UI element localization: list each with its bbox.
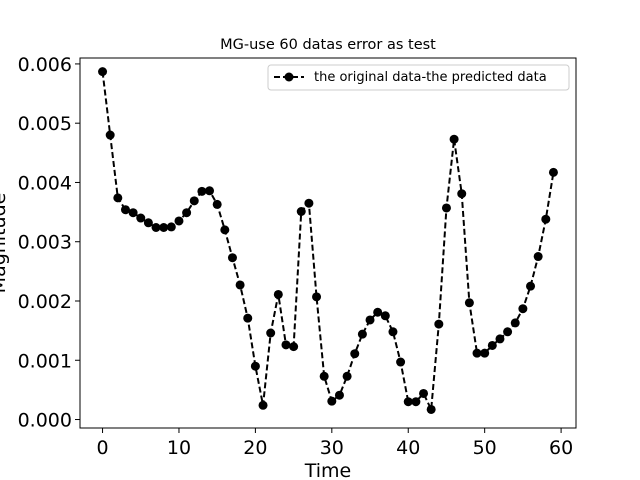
data-point: [327, 396, 337, 406]
data-point: [388, 327, 398, 337]
data-point: [548, 167, 558, 177]
y-tick-label: 0.000: [18, 410, 72, 432]
data-point: [419, 388, 429, 398]
data-point: [174, 216, 184, 226]
data-point: [166, 222, 176, 232]
x-tick-label: 40: [396, 437, 420, 459]
data-point: [411, 397, 421, 407]
data-point: [212, 199, 222, 209]
data-point: [365, 315, 375, 325]
data-point: [128, 208, 138, 218]
data-point: [98, 67, 108, 77]
y-tick-label: 0.005: [18, 113, 72, 135]
data-point: [441, 203, 451, 213]
chart-title: MG-use 60 datas error as test: [220, 37, 436, 53]
y-axis-label: Magnitude: [0, 193, 10, 294]
data-point: [480, 348, 490, 358]
data-point: [281, 340, 291, 350]
data-point: [273, 289, 283, 299]
data-point: [426, 404, 436, 414]
data-point: [220, 225, 230, 235]
x-tick-label: 30: [320, 437, 344, 459]
data-point: [526, 281, 536, 291]
y-tick-label: 0.003: [18, 232, 72, 254]
data-point: [136, 213, 146, 223]
data-point: [464, 298, 474, 308]
x-tick-label: 60: [549, 437, 573, 459]
data-point: [533, 252, 543, 262]
x-tick-label: 10: [167, 437, 191, 459]
data-point: [472, 348, 482, 358]
plot-frame: [79, 57, 577, 429]
data-point: [113, 193, 123, 203]
x-tick-label: 50: [473, 437, 497, 459]
data-point: [266, 328, 276, 338]
legend-marker-swatch: [284, 72, 294, 82]
data-point: [342, 371, 352, 381]
data-point: [457, 189, 467, 199]
data-point: [357, 329, 367, 339]
data-point: [182, 208, 192, 218]
data-point: [487, 340, 497, 350]
data-point: [296, 207, 306, 216]
data-point: [350, 349, 360, 359]
x-axis-label: Time: [304, 460, 352, 480]
data-point: [197, 186, 207, 196]
data-point: [227, 253, 237, 263]
data-point: [235, 280, 245, 290]
y-tick-label: 0.001: [18, 350, 72, 372]
data-point: [289, 342, 299, 352]
data-point: [159, 223, 169, 232]
data-point: [189, 196, 199, 206]
x-tick-label: 0: [96, 437, 108, 459]
y-axis-ticks: 0.000 0.001 0.002 0.003 0.004 0.005 0.006: [18, 54, 80, 432]
data-point: [449, 134, 459, 144]
data-point: [334, 390, 344, 400]
x-tick-label: 20: [243, 437, 267, 459]
data-point: [143, 218, 153, 228]
data-point: [518, 304, 528, 314]
data-point: [205, 186, 215, 196]
data-point: [510, 318, 520, 328]
legend-box: [267, 64, 570, 91]
y-tick-label: 0.004: [18, 172, 72, 194]
data-point: [319, 371, 329, 381]
data-point: [541, 214, 551, 224]
data-point: [434, 319, 444, 329]
data-point: [380, 311, 390, 321]
data-point: [151, 223, 161, 232]
data-point: [243, 313, 253, 323]
data-point: [403, 397, 413, 407]
x-axis-ticks: 0 10 20 30 40 50 60: [96, 428, 573, 459]
data-point: [396, 357, 406, 367]
legend-label: the original data-the predicted data: [314, 70, 547, 85]
series-layer: [98, 67, 558, 414]
data-point: [258, 400, 268, 410]
legend: the original data-the predicted data: [267, 64, 570, 91]
y-tick-label: 0.002: [18, 291, 72, 313]
data-point: [120, 205, 130, 215]
data-point: [503, 327, 513, 337]
data-point: [373, 307, 383, 317]
data-point: [105, 130, 115, 140]
data-point: [250, 361, 260, 371]
data-point: [495, 334, 505, 344]
data-point: [304, 198, 314, 208]
data-point: [312, 292, 322, 302]
y-tick-label: 0.006: [18, 54, 72, 76]
